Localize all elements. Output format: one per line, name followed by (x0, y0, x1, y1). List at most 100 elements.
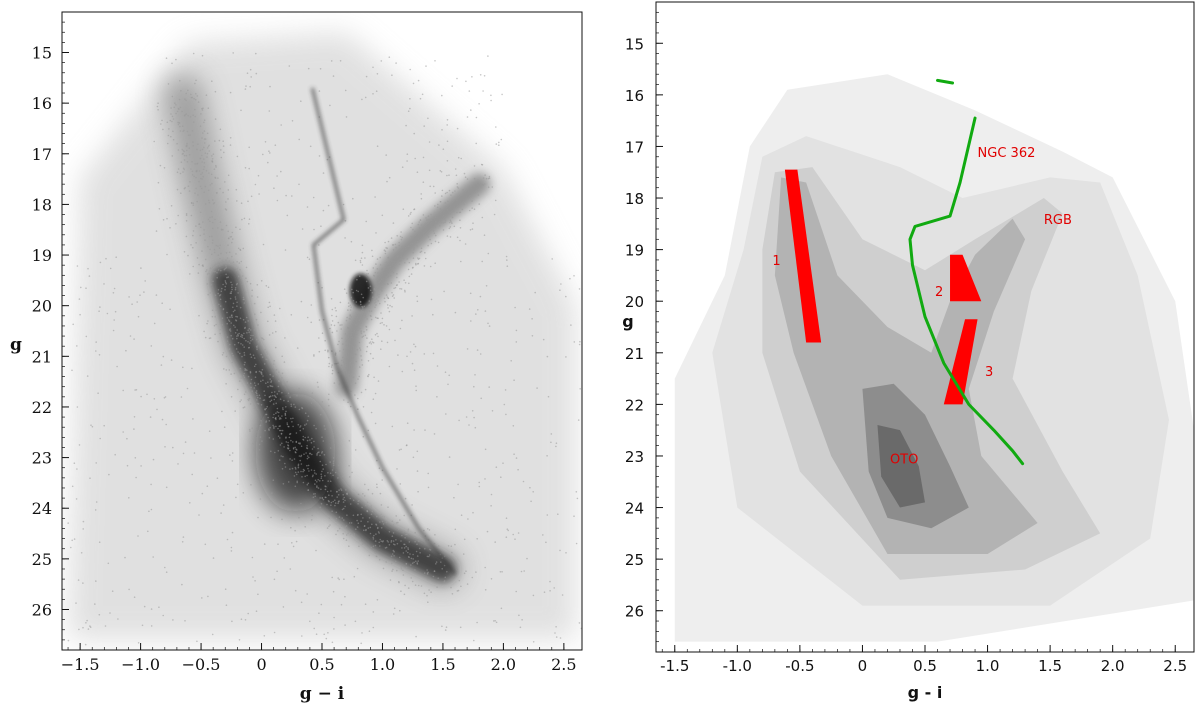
star-point (274, 320, 277, 322)
star-point (243, 217, 246, 220)
star-point (331, 331, 334, 334)
star-point (484, 310, 487, 312)
star-point (248, 327, 251, 330)
star-point (321, 286, 323, 289)
star-point (408, 261, 411, 264)
star-point (352, 376, 355, 379)
star-point (444, 629, 447, 631)
star-point (246, 382, 249, 384)
star-point (250, 356, 253, 359)
star-point (194, 108, 196, 111)
star-point (200, 113, 202, 115)
star-point (466, 178, 469, 180)
star-point (216, 272, 218, 274)
star-point (176, 188, 179, 191)
star-point (411, 562, 414, 564)
star-point (213, 202, 216, 204)
star-point (417, 223, 420, 226)
star-point (186, 144, 188, 147)
star-point (295, 468, 297, 470)
star-point (369, 532, 372, 535)
star-point (337, 343, 339, 346)
star-point (426, 594, 428, 597)
star-point (404, 584, 406, 587)
star-point (343, 399, 345, 401)
star-point (219, 221, 222, 223)
star-point (356, 567, 359, 570)
star-point (281, 391, 283, 394)
star-point (185, 220, 188, 222)
star-point (190, 244, 192, 246)
star-point (387, 276, 390, 278)
star-point (82, 520, 85, 523)
star-point (416, 555, 419, 557)
star-point (391, 425, 394, 428)
star-point (369, 289, 372, 292)
star-point (293, 475, 296, 477)
star-point (443, 214, 445, 217)
star-point (202, 175, 204, 178)
star-point (310, 321, 313, 324)
star-point (456, 127, 459, 130)
star-point (260, 420, 262, 422)
star-point (146, 393, 148, 396)
star-point (301, 476, 303, 478)
y-tick-label: 21 (32, 347, 52, 366)
star-point (191, 367, 193, 370)
star-point (214, 302, 216, 305)
star-point (409, 107, 411, 110)
left-density-cloud (68, 32, 576, 640)
star-point (248, 167, 250, 170)
star-point (419, 552, 421, 554)
star-point (482, 177, 485, 179)
star-point (398, 449, 401, 451)
star-point (372, 357, 374, 360)
star-point (327, 480, 330, 482)
star-point (239, 400, 241, 403)
star-point (412, 257, 415, 260)
star-point (408, 282, 410, 285)
star-point (297, 466, 300, 469)
star-point (462, 553, 465, 555)
star-point (473, 177, 476, 180)
star-point (473, 165, 476, 167)
star-point (416, 450, 419, 453)
star-point (235, 253, 237, 255)
star-point (198, 263, 200, 266)
star-point (190, 201, 193, 204)
x-tick-label: 2.5 (1163, 657, 1187, 675)
star-point (235, 496, 237, 499)
star-point (245, 277, 247, 280)
star-point (158, 606, 160, 608)
star-point (271, 332, 274, 334)
star-point (82, 582, 84, 584)
star-point (304, 526, 307, 528)
star-point (300, 470, 302, 473)
star-point (209, 248, 211, 251)
star-point (209, 292, 212, 294)
star-point (304, 412, 307, 415)
star-point (229, 297, 232, 300)
star-point (578, 622, 581, 624)
star-point (469, 229, 472, 231)
star-point (337, 477, 339, 479)
star-point (555, 626, 557, 628)
star-point (237, 388, 239, 391)
star-point (410, 211, 412, 214)
star-point (239, 367, 242, 370)
x-tick-label: 1.0 (370, 655, 395, 674)
star-point (388, 56, 391, 58)
star-point (229, 316, 231, 319)
star-point (172, 446, 174, 449)
star-point (259, 498, 262, 500)
star-point (431, 219, 433, 222)
star-point (268, 334, 271, 336)
star-point (430, 591, 432, 593)
star-point (399, 327, 402, 330)
star-point (371, 249, 373, 252)
star-point (441, 195, 443, 197)
star-point (417, 584, 420, 587)
star-point (230, 334, 232, 337)
star-point (170, 135, 172, 138)
star-point (549, 590, 551, 592)
